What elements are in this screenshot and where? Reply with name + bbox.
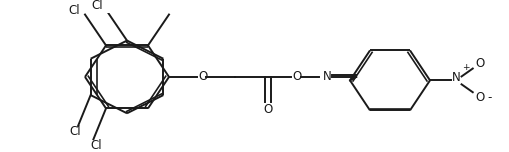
- Text: Cl: Cl: [68, 4, 79, 17]
- Text: O: O: [263, 103, 272, 116]
- Text: N: N: [323, 70, 332, 83]
- Text: -: -: [487, 91, 492, 104]
- Text: +: +: [462, 63, 469, 72]
- Text: O: O: [199, 70, 208, 83]
- Text: O: O: [476, 57, 485, 70]
- Text: Cl: Cl: [91, 0, 103, 12]
- Text: Cl: Cl: [70, 125, 81, 138]
- Text: O: O: [292, 70, 301, 83]
- Text: Cl: Cl: [90, 139, 102, 152]
- Text: O: O: [476, 91, 485, 104]
- Text: N: N: [452, 71, 461, 84]
